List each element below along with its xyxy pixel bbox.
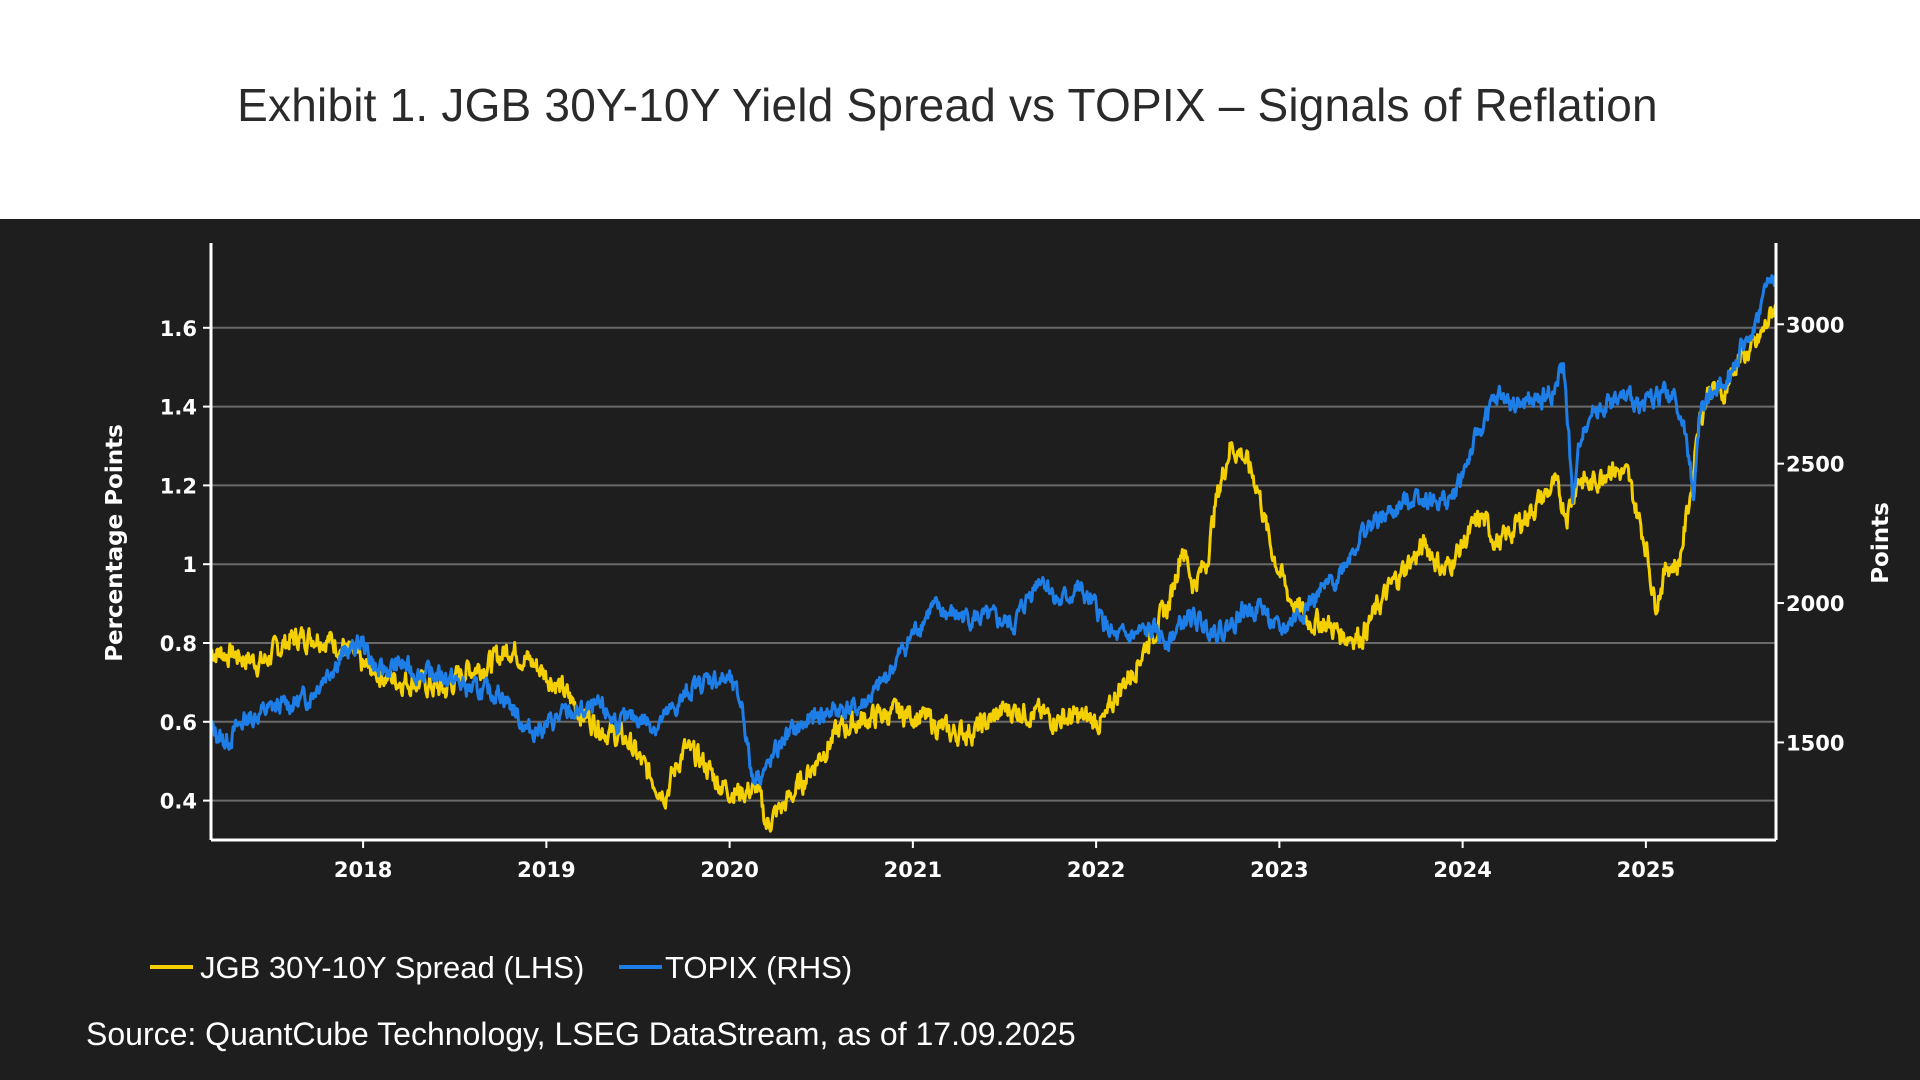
chart-panel: 0.4 0.6 0.8 1 1.2 1.4 1.6 1500 2000 2500 3000 2018 2… [0, 219, 1920, 1080]
y-tick-label-left: 0.6 [160, 711, 197, 735]
x-tick-label: 2018 [334, 858, 392, 882]
y-tick-label-left: 0.4 [160, 790, 197, 814]
y-tick-label-left: 1.2 [160, 474, 197, 498]
y-tick-label-left: 0.8 [160, 632, 197, 656]
y-tick-label-left: 1 [182, 553, 197, 577]
line-chart: 0.4 0.6 0.8 1 1.2 1.4 1.6 1500 2000 2500 3000 2018 2… [102, 243, 1894, 985]
axes [203, 243, 1784, 848]
x-tick-label: 2022 [1067, 858, 1125, 882]
y-tick-label-right: 2500 [1786, 453, 1844, 477]
y-axis-title-left: Percentage Points [102, 424, 128, 662]
tick-labels: 0.4 0.6 0.8 1 1.2 1.4 1.6 1500 2000 2500 3000 2018 2… [160, 313, 1845, 882]
y-axis-title-right: Points [1868, 502, 1894, 584]
y-tick-label-right: 1500 [1786, 731, 1844, 755]
chart-title: Exhibit 1. JGB 30Y-10Y Yield Spread vs T… [237, 79, 1658, 131]
x-tick-label: 2020 [700, 858, 758, 882]
gridlines [211, 326, 1776, 802]
x-tick-label: 2024 [1433, 858, 1491, 882]
x-tick-label: 2021 [884, 858, 942, 882]
series-line-spread [209, 303, 1778, 833]
legend-label-spread: JGB 30Y-10Y Spread (LHS) [200, 950, 584, 985]
series-line-topix [209, 273, 1778, 786]
y-tick-label-left: 1.6 [160, 317, 197, 341]
x-tick-label: 2019 [517, 858, 575, 882]
legend-label-topix: TOPIX (RHS) [665, 950, 852, 985]
y-tick-label-left: 1.4 [160, 396, 197, 420]
source-note: Source: QuantCube Technology, LSEG DataS… [86, 1016, 1076, 1052]
legend: JGB 30Y-10Y Spread (LHS) TOPIX (RHS) [150, 950, 852, 985]
series-lines [209, 273, 1778, 833]
x-tick-label: 2023 [1250, 858, 1308, 882]
x-tick-label: 2025 [1617, 858, 1675, 882]
y-tick-label-right: 3000 [1786, 313, 1844, 337]
y-tick-label-right: 2000 [1786, 592, 1844, 616]
